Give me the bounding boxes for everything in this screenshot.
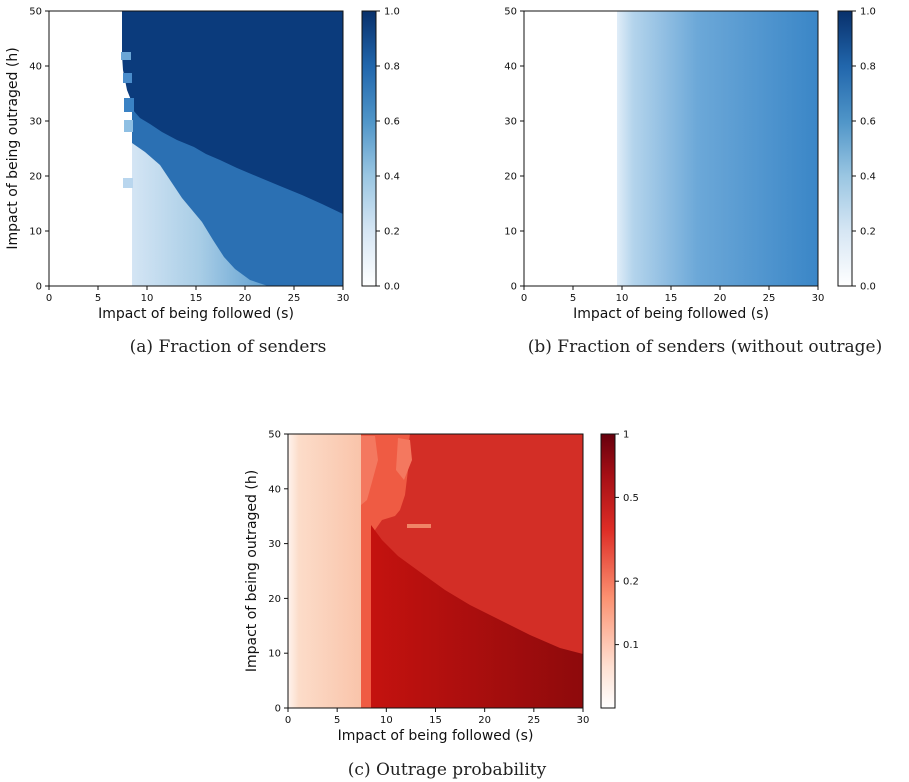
xtick-label: 10 (380, 715, 393, 726)
panel-a: 0 5 10 15 20 25 30 0 10 20 30 40 50 Impact of being f… (5, 7, 349, 358)
xtick-label: 20 (239, 293, 252, 304)
colorbar-tick-label: 0.8 (860, 62, 876, 73)
colorbar-c: 0.1 0.2 0.5 1 (600, 430, 639, 709)
colorbar-a: 0.0 0.2 0.4 0.6 0.8 1.0 (361, 7, 400, 293)
caption-a: (a) Fraction of senders (130, 337, 327, 357)
ytick-label: 40 (268, 484, 281, 495)
ytick-label: 40 (504, 62, 517, 73)
speckle-2 (123, 73, 132, 83)
xtick-label: 15 (190, 293, 203, 304)
ytick-label: 10 (268, 649, 281, 660)
xtick-label: 20 (478, 715, 491, 726)
speckle-5 (123, 178, 133, 188)
region-b-gradient (617, 11, 818, 286)
x-axis-label: Impact of being followed (s) (573, 306, 769, 322)
ytick-label: 10 (29, 227, 42, 238)
xtick-label: 30 (337, 293, 350, 304)
xtick-label: 15 (429, 715, 442, 726)
xtick-label: 25 (763, 293, 776, 304)
x-axis-label: Impact of being followed (s) (338, 728, 534, 744)
region-a-dark (122, 11, 343, 214)
colorbar-tick-label: 1.0 (384, 7, 400, 18)
xtick-label: 5 (570, 293, 576, 304)
region-c-streak (407, 524, 431, 528)
region-c-patch-1 (361, 436, 378, 505)
heatmap-b (524, 11, 818, 286)
xtick-label: 20 (714, 293, 727, 304)
colorbar-b: 0.0 0.2 0.4 0.6 0.8 1.0 (837, 7, 876, 293)
caption-b: (b) Fraction of senders (without outrage… (528, 337, 883, 357)
ytick-label: 50 (29, 7, 42, 18)
colorbar-tick-label: 0.1 (623, 640, 639, 651)
x-axis-label: Impact of being followed (s) (98, 306, 294, 322)
ytick-label: 30 (29, 117, 42, 128)
ytick-label: 30 (504, 117, 517, 128)
colorbar-tick-label: 1 (623, 430, 629, 441)
xtick-label: 10 (141, 293, 154, 304)
ytick-label: 0 (275, 704, 281, 715)
xtick-label: 30 (812, 293, 825, 304)
xtick-label: 15 (665, 293, 678, 304)
xtick-label: 30 (577, 715, 590, 726)
colorbar-tick-label: 0.6 (384, 117, 400, 128)
axes-c: 0 5 10 15 20 25 30 0 10 20 30 40 50 Impact of being f… (244, 430, 589, 781)
region-a-light (132, 143, 268, 286)
speckle-3 (124, 98, 134, 112)
colorbar-tick-label: 0.0 (860, 282, 876, 293)
colorbar-tick-label: 0.0 (384, 282, 400, 293)
region-c-darkred (371, 525, 583, 708)
colorbar-tick-label: 0.6 (860, 117, 876, 128)
ytick-label: 30 (268, 539, 281, 550)
colorbar-tick-label: 0.4 (860, 172, 876, 183)
xtick-label: 5 (334, 715, 340, 726)
ytick-label: 10 (504, 227, 517, 238)
region-c-pale (288, 434, 361, 708)
axes-b: 0 5 10 15 20 25 30 0 10 20 30 40 50 Impact of being f… (504, 7, 882, 358)
ytick-label: 0 (511, 282, 517, 293)
ytick-label: 20 (268, 594, 281, 605)
colorbar-tick-label: 0.4 (384, 172, 400, 183)
y-axis-label: Impact of being outraged (h) (244, 470, 260, 672)
ytick-label: 20 (29, 172, 42, 183)
ytick-label: 20 (504, 172, 517, 183)
ytick-label: 40 (29, 62, 42, 73)
heatmap-a (49, 11, 343, 286)
xtick-label: 0 (285, 715, 291, 726)
colorbar-tick-label: 0.2 (384, 227, 400, 238)
heatmap-c (288, 434, 583, 708)
xtick-label: 25 (288, 293, 301, 304)
colorbar-tick-label: 0.8 (384, 62, 400, 73)
axes-a: 0 5 10 15 20 25 30 0 10 20 30 40 50 Impact of being f… (5, 7, 349, 358)
caption-c: (c) Outrage probability (348, 760, 547, 780)
panel-c: 0 5 10 15 20 25 30 0 10 20 30 40 50 Impact of being f… (244, 430, 589, 781)
xtick-label: 0 (521, 293, 527, 304)
colorbar-tick-label: 0.2 (860, 227, 876, 238)
panel-b: 0 5 10 15 20 25 30 0 10 20 30 40 50 Impact of being f… (504, 7, 882, 358)
ytick-label: 50 (504, 7, 517, 18)
speckle-1 (121, 52, 131, 60)
xtick-label: 5 (95, 293, 101, 304)
xtick-label: 10 (616, 293, 629, 304)
ytick-label: 50 (268, 430, 281, 441)
region-c-patch-2 (396, 438, 412, 480)
colorbar-tick-label: 1.0 (860, 7, 876, 18)
colorbar-tick-label: 0.5 (623, 493, 639, 504)
xtick-label: 0 (46, 293, 52, 304)
ytick-label: 0 (36, 282, 42, 293)
colorbar-tick-label: 0.2 (623, 577, 639, 588)
xtick-label: 25 (527, 715, 540, 726)
y-axis-label: Impact of being outraged (h) (5, 47, 21, 249)
speckle-4 (124, 120, 133, 132)
